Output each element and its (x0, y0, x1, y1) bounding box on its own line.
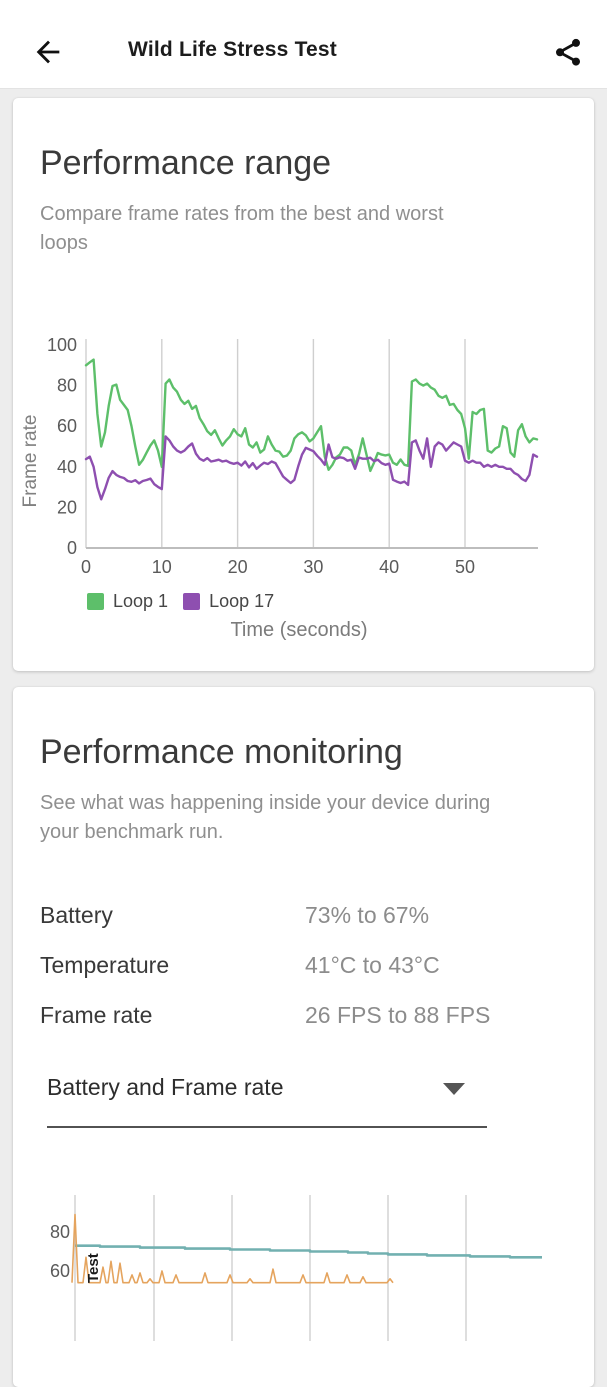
performance-range-card: Performance range Compare frame rates fr… (13, 98, 594, 671)
svg-text:80: 80 (50, 1222, 70, 1242)
app-bar: Wild Life Stress Test (0, 0, 607, 89)
frame-rate-row: Frame rate 26 FPS to 88 FPS (40, 990, 594, 1040)
performance-range-title: Performance range (40, 144, 332, 182)
temperature-row: Temperature 41°C to 43°C (40, 940, 594, 990)
loop1-legend-label: Loop 1 (113, 590, 169, 611)
x-axis-label: Time (seconds) (230, 619, 368, 641)
performance-monitoring-card: Performance monitoring See what was happ… (13, 687, 594, 1387)
battery-row: Battery 73% to 67% (40, 890, 594, 940)
chart-legend: Loop 1 Loop 17 (87, 589, 594, 613)
metric-select-value: Battery and Frame rate (47, 1074, 284, 1100)
svg-text:40: 40 (57, 457, 77, 477)
temperature-label: Temperature (40, 951, 170, 978)
y-axis-label: Frame rate (20, 414, 41, 508)
svg-text:40: 40 (379, 557, 399, 577)
temperature-value: 41°C to 43°C (305, 951, 440, 978)
frame-rate-label: Frame rate (40, 1001, 153, 1028)
metric-select-dropdown[interactable]: Battery and Frame rate (47, 1074, 487, 1128)
svg-text:100: 100 (47, 335, 77, 355)
frame-rate-comparison-chart: 0 10 20 30 40 50 0 20 40 60 80 100 (47, 335, 539, 577)
share-icon[interactable] (552, 36, 584, 68)
svg-text:10: 10 (152, 557, 172, 577)
performance-monitoring-title: Performance monitoring (40, 733, 403, 771)
loop17-swatch-icon (183, 592, 201, 610)
svg-text:50: 50 (455, 557, 475, 577)
svg-text:0: 0 (81, 557, 91, 577)
monitoring-summary-table: Battery 73% to 67% Temperature 41°C to 4… (40, 890, 594, 1040)
svg-text:20: 20 (228, 557, 248, 577)
test-annotation: Test (85, 1253, 102, 1283)
svg-text:60: 60 (50, 1261, 70, 1281)
svg-text:80: 80 (57, 376, 77, 396)
svg-text:30: 30 (303, 557, 323, 577)
svg-text:20: 20 (57, 497, 77, 517)
battery-frame-rate-chart: 80 60 Test (50, 1195, 542, 1341)
performance-monitoring-subtitle: See what was happening inside your devic… (40, 792, 491, 843)
frame-rate-value: 26 FPS to 88 FPS (305, 1001, 491, 1028)
chevron-down-icon (443, 1083, 465, 1095)
loop17-legend-label: Loop 17 (209, 590, 275, 611)
svg-text:0: 0 (67, 538, 77, 558)
loop1-swatch-icon (87, 592, 104, 610)
battery-value: 73% to 67% (305, 901, 430, 928)
svg-text:60: 60 (57, 416, 77, 436)
page-title: Wild Life Stress Test (128, 38, 338, 61)
performance-range-subtitle: Compare frame rates from the best and wo… (40, 203, 444, 254)
battery-label: Battery (40, 901, 113, 928)
back-arrow-icon[interactable] (31, 35, 65, 69)
